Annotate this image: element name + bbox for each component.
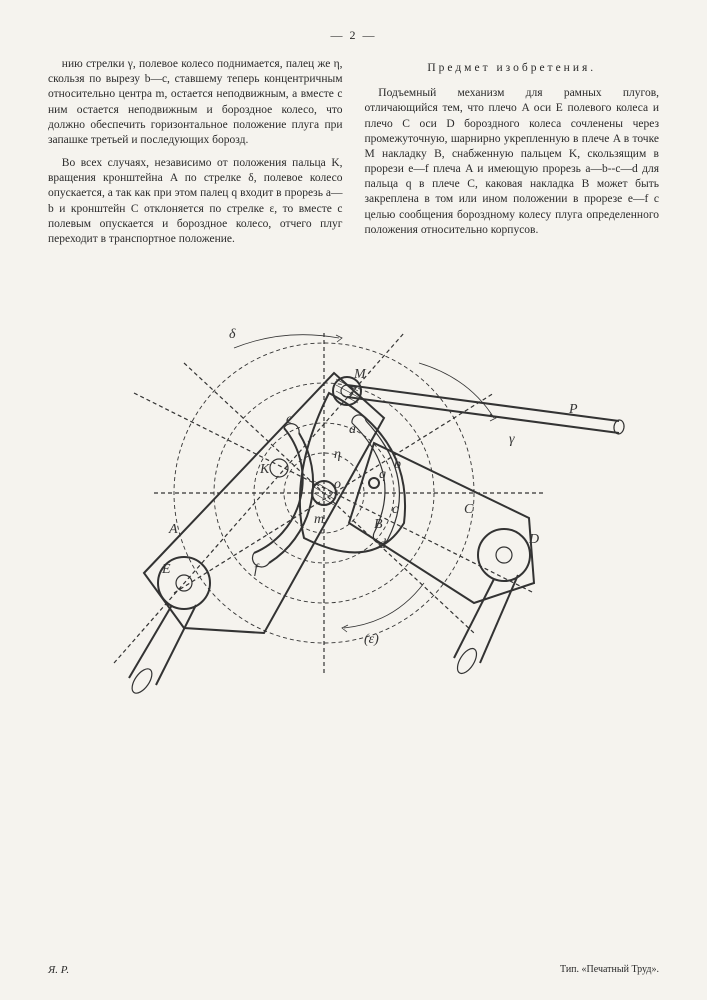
pin-q (369, 478, 379, 488)
right-p1: Подъемный механизм для рамных плугов, от… (365, 86, 660, 238)
label-a-arm: A (168, 522, 178, 537)
label-e-slot: e (286, 412, 292, 427)
page-footer: Я. Р. Тип. «Печатный Труд». (48, 964, 659, 976)
left-p2: Во всех случаях, независимо от положения… (48, 156, 343, 247)
diagram-container: A B C D E P M m K o a b c d e f q γ δ (ε… (48, 273, 659, 713)
label-e-axle: E (161, 562, 171, 577)
text-columns: нию стрелки γ, полевое колесо поднимаетс… (48, 57, 659, 255)
label-c-arm: C (464, 502, 474, 517)
label-delta: δ (229, 327, 236, 342)
label-eta: η (334, 447, 341, 462)
arm-a (144, 373, 384, 633)
label-f-slot: f (254, 562, 260, 577)
axle-d (453, 529, 529, 677)
label-epsilon: (ε) (364, 632, 379, 647)
label-b-plate: B (374, 517, 383, 532)
left-column: нию стрелки γ, полевое колесо поднимаетс… (48, 57, 343, 255)
label-b-slot: b (394, 457, 401, 472)
label-d-axle: D (528, 532, 539, 547)
lever-p (347, 385, 625, 435)
label-m-pivot: M (353, 367, 367, 382)
label-q: q (379, 467, 386, 482)
footer-left: Я. Р. (48, 964, 69, 976)
page-number: — 2 — (48, 28, 659, 43)
label-a-slot: a (349, 422, 356, 437)
label-gamma: γ (509, 432, 515, 447)
left-p1: нию стрелки γ, полевое колесо поднимаетс… (48, 57, 343, 148)
slot-ef (252, 424, 313, 567)
label-p-lever: P (568, 402, 578, 417)
claim-title: Предмет изобретения. (365, 61, 660, 76)
label-c-slot: c (392, 502, 399, 517)
label-d-slot: d (379, 537, 387, 552)
label-k-pin: K (259, 462, 270, 477)
diagram-labels: A B C D E P M m K o a b c d e f q γ δ (ε… (161, 327, 578, 647)
label-m-small: m (314, 512, 324, 527)
right-column: Предмет изобретения. Подъемный механизм … (365, 57, 660, 255)
label-o: o (334, 477, 341, 492)
mechanism-diagram: A B C D E P M m K o a b c d e f q γ δ (ε… (74, 273, 634, 713)
footer-right: Тип. «Печатный Труд». (560, 964, 659, 976)
